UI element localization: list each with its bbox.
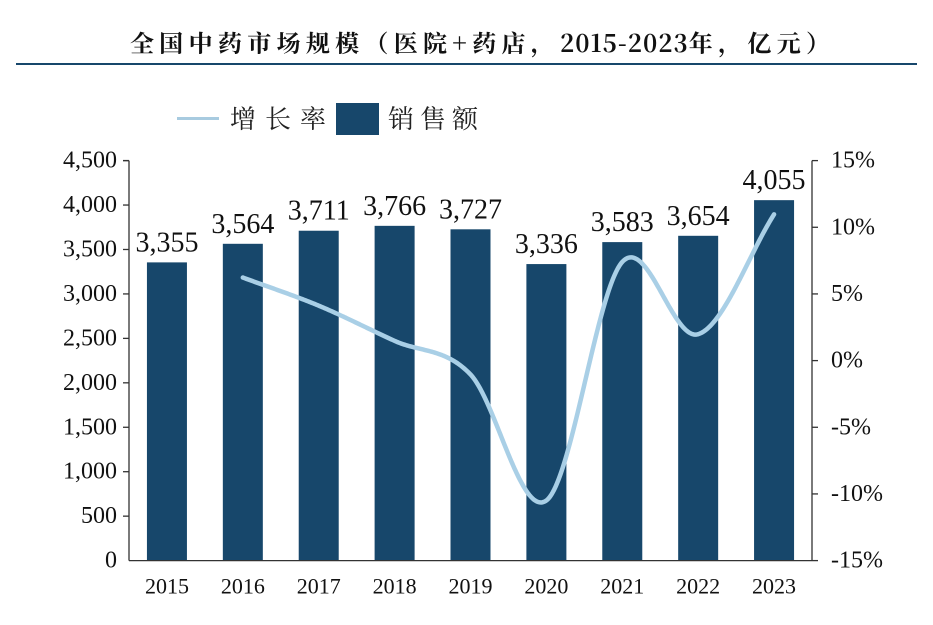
svg-text:10%: 10% (831, 214, 875, 240)
svg-text:2021: 2021 (600, 574, 644, 599)
svg-text:15%: 15% (831, 148, 875, 174)
svg-text:4,055: 4,055 (743, 165, 806, 196)
svg-text:2019: 2019 (449, 574, 493, 599)
svg-text:3,336: 3,336 (515, 229, 578, 260)
svg-text:2022: 2022 (676, 574, 720, 599)
svg-text:4,000: 4,000 (63, 192, 117, 218)
svg-text:3,583: 3,583 (591, 207, 654, 238)
svg-text:1,500: 1,500 (63, 414, 117, 440)
svg-text:2023: 2023 (752, 574, 796, 599)
svg-text:4,500: 4,500 (63, 148, 117, 174)
svg-text:2018: 2018 (373, 574, 417, 599)
svg-text:3,500: 3,500 (63, 236, 117, 262)
svg-text:0%: 0% (831, 348, 863, 374)
svg-text:1,000: 1,000 (63, 459, 117, 485)
svg-text:500: 500 (81, 503, 117, 529)
svg-text:5%: 5% (831, 281, 863, 307)
svg-text:-10%: -10% (831, 481, 883, 507)
svg-text:2,500: 2,500 (63, 325, 117, 351)
svg-text:-15%: -15% (831, 548, 883, 574)
svg-text:2020: 2020 (524, 574, 568, 599)
svg-text:3,355: 3,355 (135, 227, 198, 258)
svg-text:2,000: 2,000 (63, 370, 117, 396)
svg-text:3,727: 3,727 (439, 194, 502, 225)
svg-text:3,000: 3,000 (63, 281, 117, 307)
svg-text:0: 0 (105, 548, 117, 574)
svg-text:-5%: -5% (831, 414, 871, 440)
svg-text:2015: 2015 (145, 574, 189, 599)
svg-text:3,654: 3,654 (667, 201, 730, 232)
svg-text:2016: 2016 (221, 574, 265, 599)
svg-text:3,766: 3,766 (363, 191, 426, 222)
svg-text:2017: 2017 (297, 574, 341, 599)
svg-text:3,564: 3,564 (211, 209, 274, 240)
svg-text:3,711: 3,711 (288, 196, 350, 227)
